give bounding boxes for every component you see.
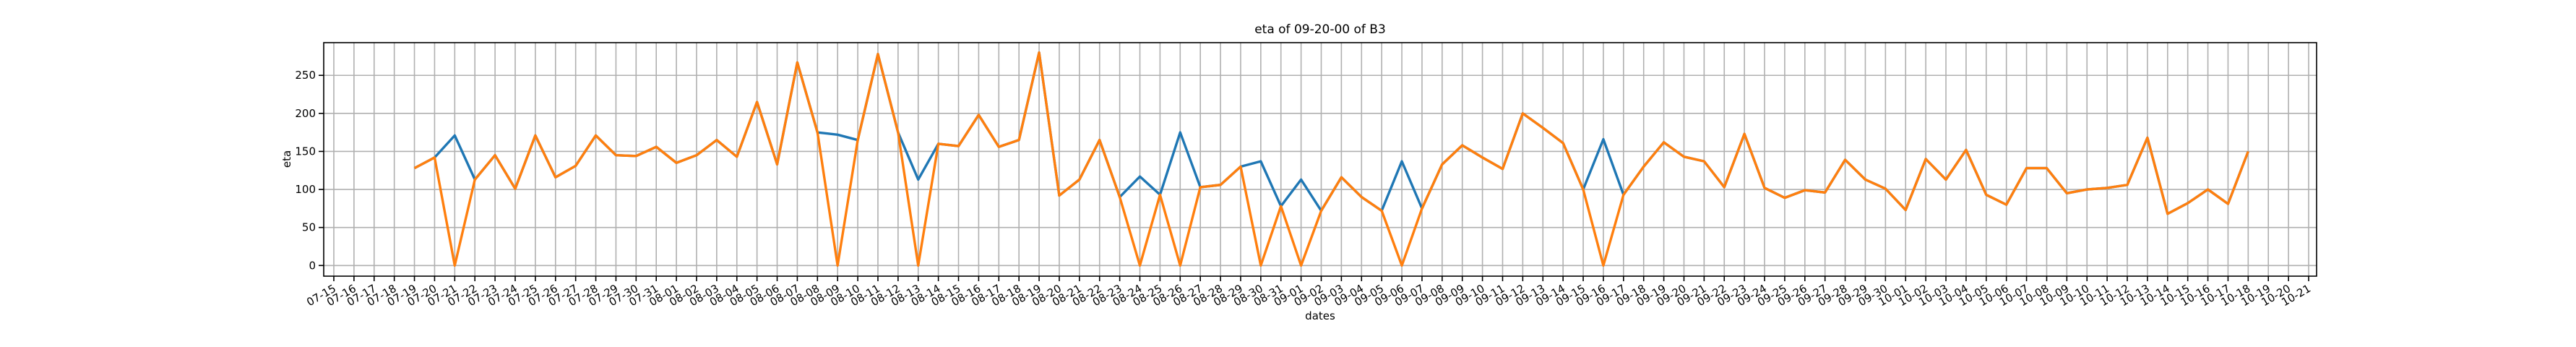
y-tick-label: 50: [302, 221, 316, 234]
plot-frame: [323, 42, 2317, 277]
y-tick-label: 100: [295, 183, 316, 196]
y-tick-label: 250: [295, 69, 316, 82]
series-line: [413, 51, 2249, 267]
y-tick-label: 150: [295, 145, 316, 158]
y-axis-label: eta: [280, 150, 293, 168]
y-tick-label: 0: [309, 259, 316, 272]
chart-title: eta of 09-20-00 of B3: [1254, 22, 1386, 37]
y-tick-label: 200: [295, 107, 316, 120]
x-axis-label: dates: [1305, 309, 1335, 322]
